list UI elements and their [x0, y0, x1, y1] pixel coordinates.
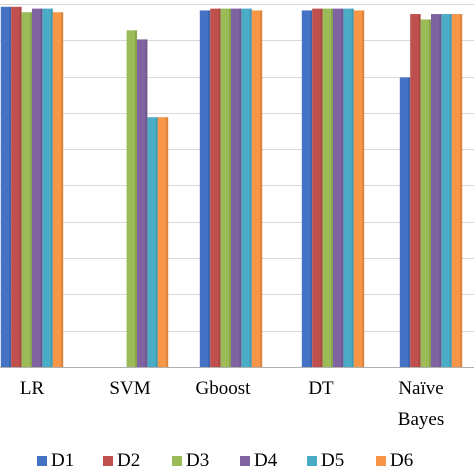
legend-label: D2 — [117, 450, 141, 471]
legend-item: D6 — [376, 450, 413, 472]
bar — [157, 117, 169, 367]
legend-label: D1 — [51, 450, 75, 471]
legend-swatch — [172, 456, 182, 466]
bar-group — [199, 8, 263, 368]
bar-group — [126, 30, 169, 368]
legend-label: D3 — [186, 450, 210, 471]
bar-shade — [9, 6, 12, 368]
bar — [353, 10, 365, 368]
bar — [312, 8, 323, 368]
bar-shade — [145, 39, 148, 367]
bar — [322, 8, 333, 368]
category-label: DT — [271, 377, 371, 400]
legend-swatch — [103, 456, 113, 466]
bar — [147, 117, 158, 367]
bar — [210, 8, 221, 368]
bar-shade — [341, 8, 344, 368]
chart-legend: D1 D2 D3 D4 D5 D6 — [0, 448, 474, 474]
legend-item: D1 — [37, 450, 74, 472]
legend-swatch — [240, 456, 250, 466]
legend-swatch — [307, 456, 317, 466]
bar — [420, 19, 431, 367]
bar-shade — [460, 14, 463, 368]
category-label-line: DT — [308, 378, 334, 399]
bar-shade — [19, 6, 22, 368]
category-label-line: SVM — [109, 378, 151, 399]
bar-shade — [408, 77, 411, 368]
bar-shade — [135, 30, 137, 368]
bar-shade — [449, 14, 452, 368]
bar — [251, 10, 263, 368]
bar — [137, 39, 148, 367]
bar — [21, 12, 32, 368]
bar-group — [399, 14, 463, 368]
bar-shade — [218, 8, 221, 368]
bar-group — [301, 8, 365, 368]
category-label-line: LR — [19, 378, 45, 399]
category-label-line: Gboost — [195, 378, 251, 399]
legend-swatch — [376, 456, 386, 466]
bar-shade — [429, 19, 431, 367]
legend-swatch — [37, 456, 47, 466]
legend-item: D4 — [240, 450, 277, 472]
bar-shade — [229, 8, 231, 368]
bar — [333, 8, 344, 368]
legend-item: D5 — [307, 450, 344, 472]
bar-shade — [249, 8, 252, 368]
bar — [241, 8, 252, 368]
category-label: SVM — [80, 377, 180, 400]
bar — [441, 14, 452, 368]
bar-shade — [155, 117, 158, 367]
bar — [231, 8, 242, 368]
bar-shade — [331, 8, 333, 368]
bar-shade — [320, 8, 323, 368]
bar — [32, 8, 43, 368]
bar-shade — [61, 12, 64, 368]
bar — [220, 8, 231, 368]
category-label: Gboost — [173, 377, 273, 400]
bar-shade — [40, 8, 43, 368]
bar — [301, 10, 313, 368]
bar-shade — [166, 117, 169, 367]
category-label: LR — [0, 377, 82, 400]
bar — [0, 6, 12, 368]
bar — [126, 30, 137, 368]
bar-shade — [310, 10, 313, 368]
legend-label: D6 — [390, 450, 414, 471]
bar — [42, 8, 53, 368]
bar — [451, 14, 463, 368]
category-label-line: Bayes — [397, 409, 445, 430]
category-label-line: Naïve — [398, 378, 444, 399]
legend-label: D5 — [321, 450, 345, 471]
bar — [11, 6, 22, 368]
legend-item: D3 — [172, 450, 209, 472]
bar — [52, 12, 64, 368]
bar-shade — [239, 8, 242, 368]
bar-series-group — [0, 6, 463, 368]
bar-shade — [362, 10, 365, 368]
bar — [343, 8, 354, 368]
bar-shade — [30, 12, 32, 368]
bar — [199, 10, 211, 368]
bar-shade — [418, 14, 421, 368]
bar-shade — [439, 14, 442, 368]
bar — [399, 77, 411, 368]
bar-group — [0, 6, 64, 368]
bar-shade — [351, 8, 354, 368]
bar — [410, 14, 421, 368]
legend-label: D4 — [254, 450, 278, 471]
legend-item: D2 — [103, 450, 140, 472]
bar — [431, 14, 442, 368]
bar-shade — [50, 8, 53, 368]
category-label: Naïve Bayes — [371, 377, 471, 431]
bar-shade — [260, 10, 263, 368]
bar-shade — [208, 10, 211, 368]
